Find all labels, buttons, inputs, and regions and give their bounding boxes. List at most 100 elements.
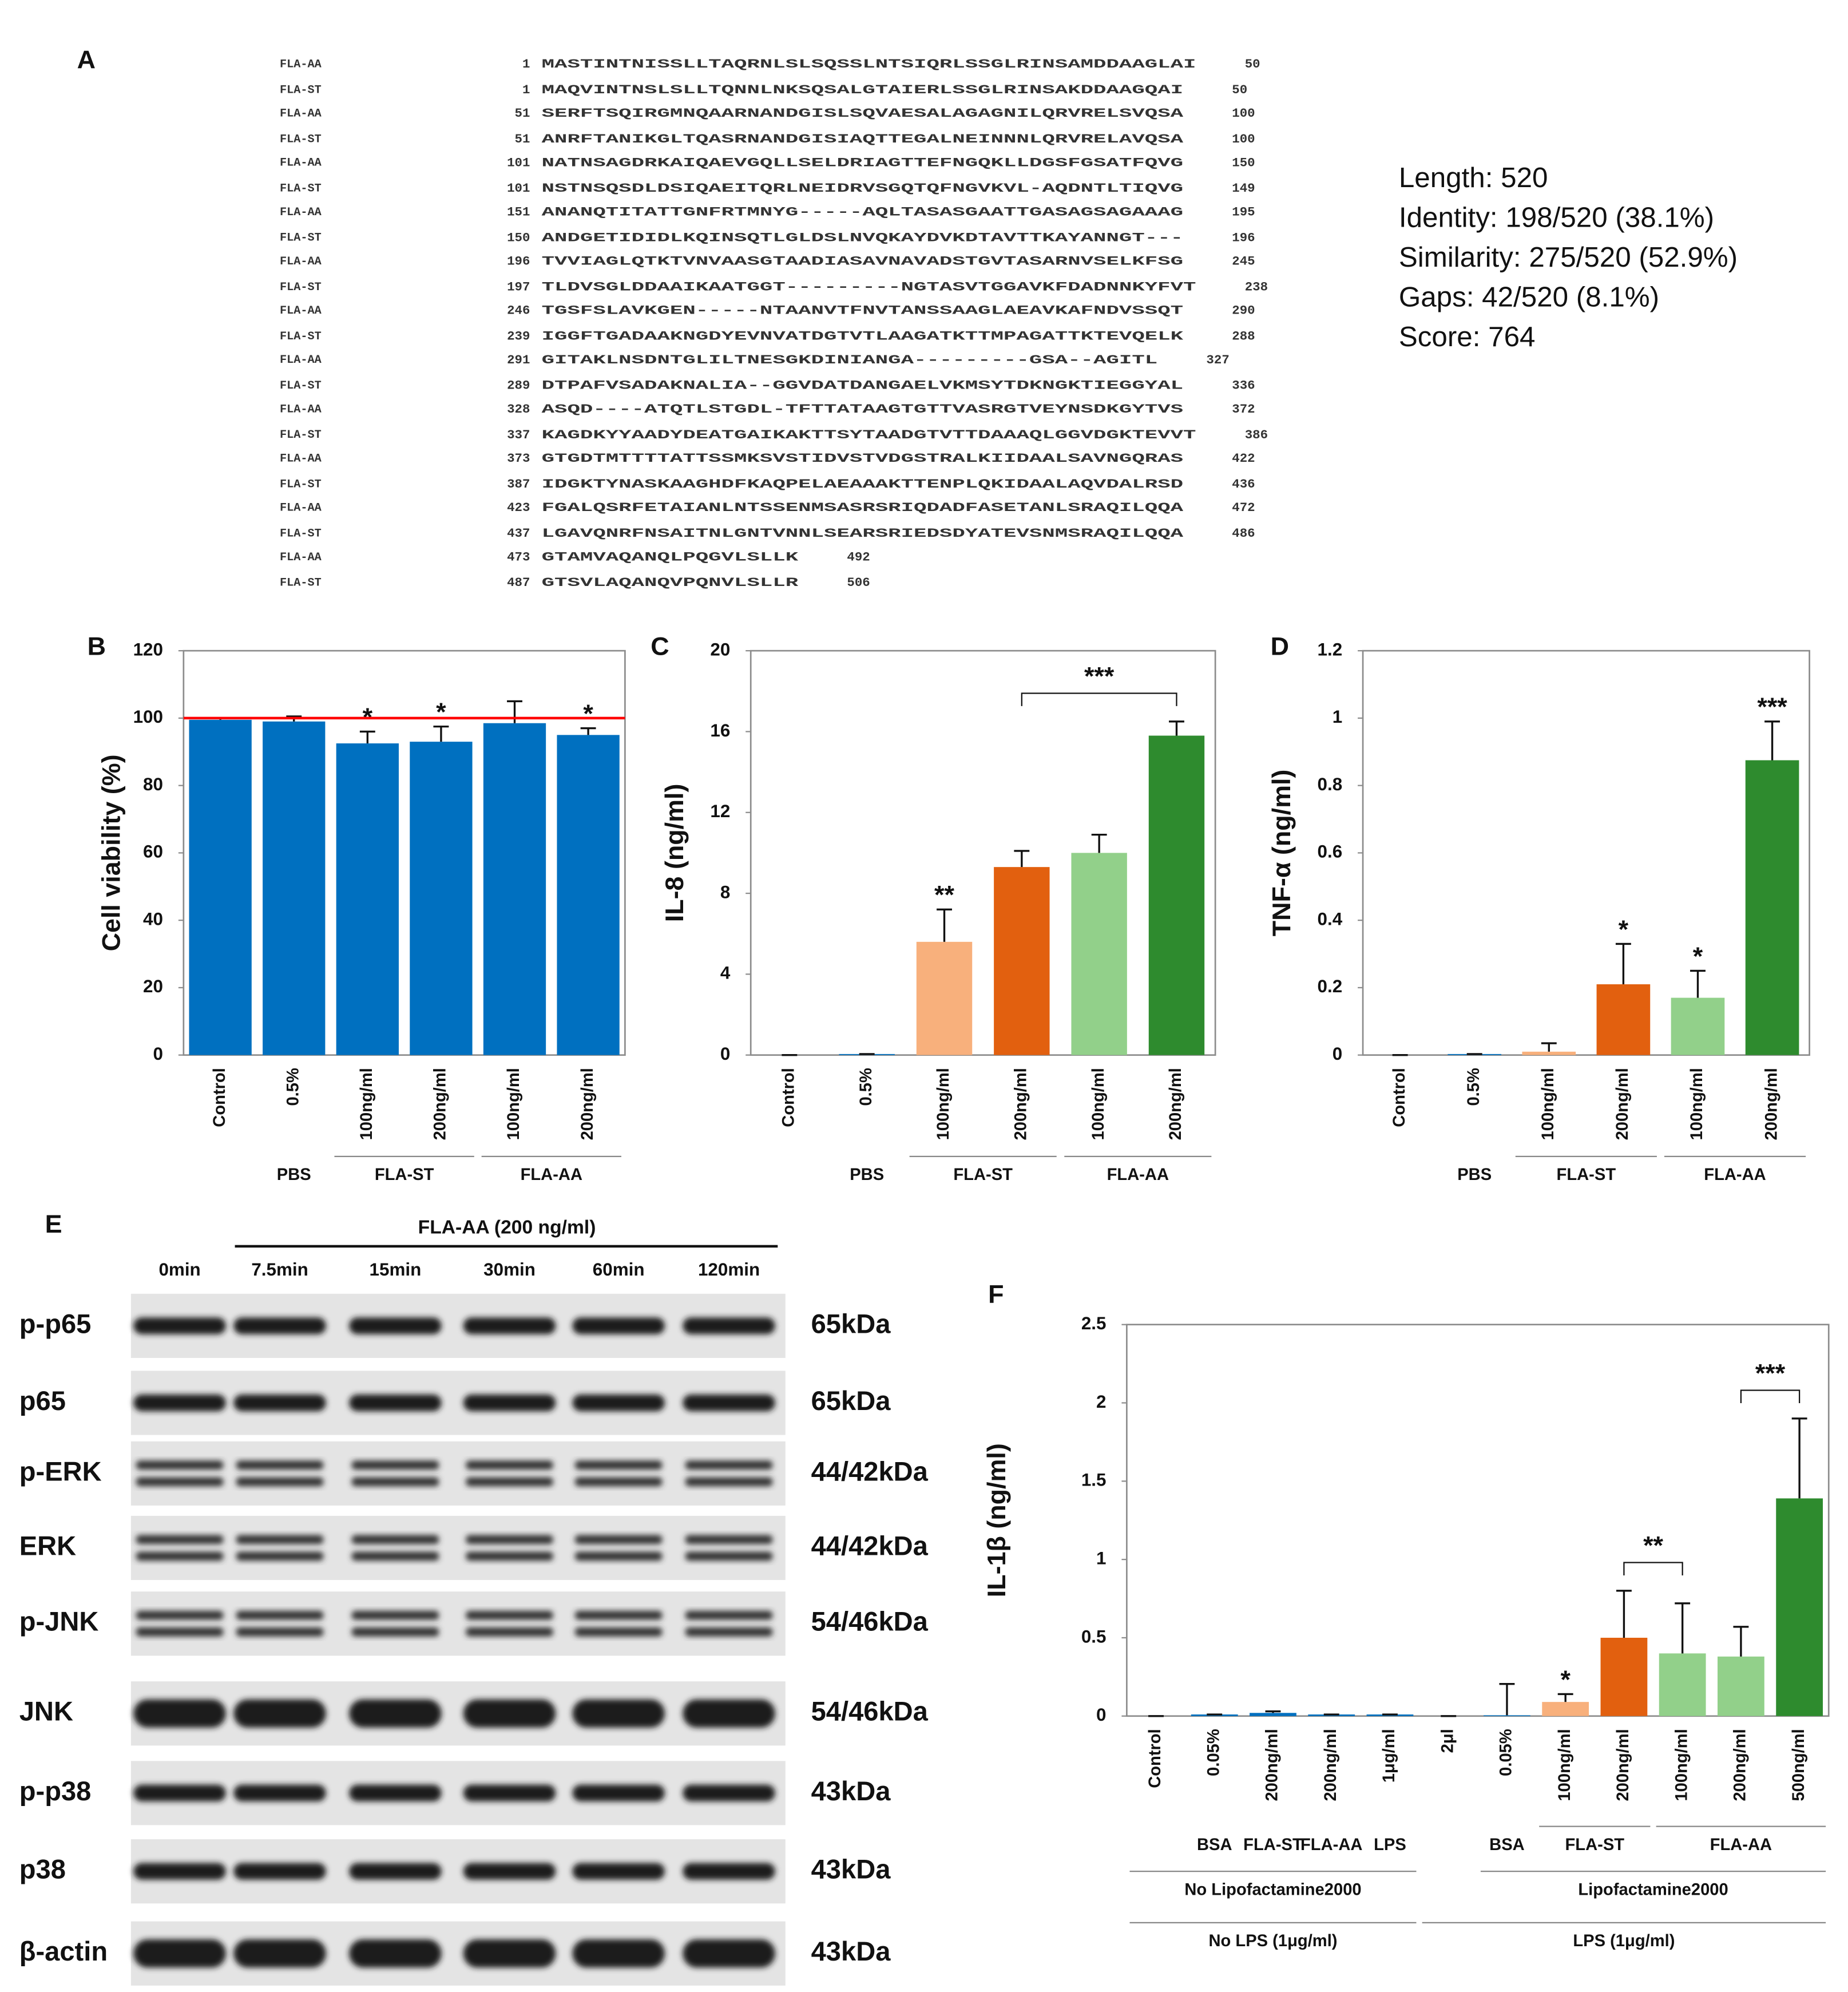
sequence-start: 328 <box>507 402 530 417</box>
sequence: SERFTSQIRGMNQAARNANDGISLSQVAESALAGAGNILQ… <box>542 106 1184 121</box>
sequence-start: 473 <box>507 549 530 564</box>
sequence-end: 386 <box>1245 427 1268 442</box>
blot-band <box>574 1610 663 1620</box>
sequence: GTSVLAQANQVPQNVLSLLR <box>542 575 799 590</box>
x-tick-label: 0.5% <box>857 1068 875 1106</box>
group-label: FLA-AA <box>1710 1836 1772 1854</box>
sequence-name: FLA-AA <box>280 304 322 318</box>
y-tick-label: 40 <box>143 909 163 929</box>
group-label: FLA-ST <box>1565 1836 1624 1854</box>
blot-band <box>351 1551 439 1561</box>
y-tick-label: 80 <box>143 774 163 794</box>
sequence-start: 101 <box>507 181 530 196</box>
sequence-end: 50 <box>1245 57 1260 72</box>
sequence-end: 372 <box>1232 402 1255 417</box>
blot-band <box>133 1784 226 1801</box>
blot-band <box>685 1551 773 1561</box>
blot-band <box>463 1317 556 1334</box>
sequence-start: 246 <box>507 303 530 318</box>
blot-band <box>136 1551 224 1561</box>
blot-band <box>349 1939 442 1968</box>
sequence-end: 288 <box>1232 329 1255 344</box>
sequence-end: 327 <box>1206 353 1229 367</box>
bar <box>1522 1051 1576 1055</box>
y-tick-label: 12 <box>710 801 730 821</box>
time-label: 60min <box>593 1260 645 1280</box>
y-tick-label: 120 <box>133 639 163 659</box>
blot-band <box>685 1460 773 1470</box>
size-label: 54/46kDa <box>811 1606 929 1637</box>
x-tick-label: 200ng/ml <box>1613 1068 1632 1140</box>
significance: * <box>583 699 593 728</box>
blot-band <box>683 1394 775 1412</box>
group-label: PBS <box>277 1166 311 1184</box>
sequence: LGAVQNRFNSAITNLGNTVNNLSEARSRIEDSDYATEVSN… <box>542 526 1184 541</box>
significance-bracket <box>1623 1562 1683 1575</box>
sequence: ANRFTANIKGLTQASRNANDGISIAQTTEGALNEINNNLQ… <box>542 132 1184 146</box>
blot-band <box>136 1627 224 1637</box>
y-tick-label: 0 <box>720 1044 730 1064</box>
bar <box>410 742 473 1055</box>
sequence-start: 51 <box>515 132 530 146</box>
panel-label: F <box>988 1280 1004 1309</box>
blot-band <box>574 1627 663 1637</box>
sequence-name: FLA-ST <box>280 281 322 294</box>
significance: * <box>1693 941 1703 971</box>
blot-band <box>466 1460 553 1470</box>
y-axis-label: IL-8 (ng/ml) <box>660 784 689 922</box>
sequence-start: 197 <box>507 279 530 294</box>
sequence-start: 437 <box>507 526 530 541</box>
bar <box>916 941 973 1055</box>
sequence: TGSFSLAVKGEN-----NTAANVTFNVTANSSAAGLAEAV… <box>542 303 1183 318</box>
blot-band <box>572 1394 665 1412</box>
blot-band <box>572 1939 665 1968</box>
x-tick-label: 200ng/ml <box>1167 1068 1185 1140</box>
sequence-name: FLA-AA <box>280 58 322 71</box>
x-tick-label: Control <box>1390 1068 1409 1127</box>
sequence-start: 1 <box>522 82 530 97</box>
significance: *** <box>1084 661 1115 690</box>
sequence-name: FLA-AA <box>280 551 322 564</box>
sequence-end: 472 <box>1232 500 1255 515</box>
blot-band <box>233 1863 326 1880</box>
group-label: No LPS (1μg/ml) <box>1208 1932 1337 1950</box>
size-label: 43kDa <box>811 1854 891 1884</box>
sequence-name: FLA-AA <box>280 452 322 465</box>
y-tick-label: 100 <box>133 707 163 727</box>
time-label: 120min <box>698 1260 760 1280</box>
blot-band <box>133 1699 226 1728</box>
y-tick-label: 0 <box>1096 1705 1106 1725</box>
blot-band <box>136 1477 224 1487</box>
protein-label: β-actin <box>19 1936 108 1966</box>
sequence-name: FLA-AA <box>280 403 322 416</box>
blot-band <box>349 1317 442 1334</box>
significance-bracket <box>1021 692 1177 706</box>
protein-label: p-JNK <box>19 1606 99 1637</box>
panel-label: A <box>77 45 96 74</box>
x-tick-label: 200ng/ml <box>578 1068 597 1140</box>
sequence-name: FLA-ST <box>280 183 322 196</box>
group-label: Lipofactamine2000 <box>1578 1881 1728 1899</box>
blot-band <box>351 1535 439 1545</box>
treatment-label: FLA-AA (200 ng/ml) <box>418 1217 596 1238</box>
blot-band <box>236 1460 324 1470</box>
y-axis-label: Cell viability (%) <box>96 754 125 951</box>
panel-label: B <box>88 632 106 661</box>
sequence-name: FLA-AA <box>280 206 322 219</box>
blot-band <box>236 1477 324 1487</box>
sequence-start: 423 <box>507 500 530 515</box>
blot-band <box>685 1535 773 1545</box>
x-tick-label: 200ng/ml <box>1762 1068 1780 1140</box>
blot-band <box>136 1460 224 1470</box>
x-tick-label: 200ng/ml <box>1614 1729 1632 1801</box>
blot-band <box>683 1939 775 1968</box>
y-tick-label: 0.6 <box>1318 842 1343 862</box>
sequence-name: FLA-ST <box>280 232 322 245</box>
blot-band <box>466 1477 553 1487</box>
significance: ** <box>1643 1530 1663 1559</box>
blot-band <box>572 1699 665 1728</box>
y-tick-label: 16 <box>710 720 730 740</box>
sequence-start: 487 <box>507 575 530 590</box>
blot-band <box>133 1863 226 1880</box>
time-label: 7.5min <box>251 1260 308 1280</box>
